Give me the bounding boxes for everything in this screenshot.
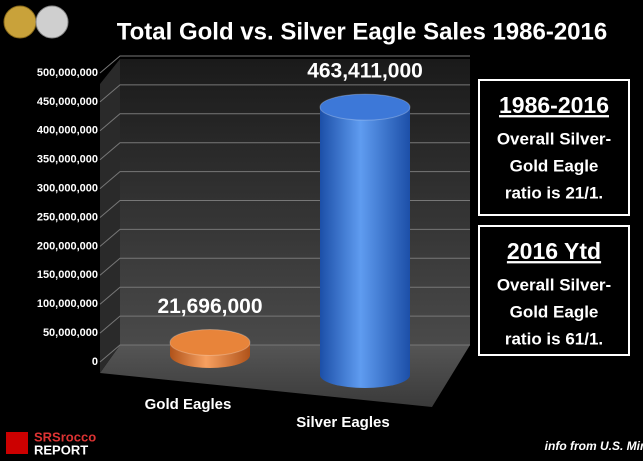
logo-text: REPORT [34, 442, 88, 457]
y-tick-label: 350,000,000 [37, 154, 98, 166]
annotation-title: 2016 Ytd [507, 238, 601, 264]
annotation-line: Gold Eagle [510, 302, 599, 321]
logo: SRSrocco REPORT [6, 429, 96, 457]
annotation-box [478, 225, 630, 356]
annotation-line: ratio is 21/1. [505, 183, 603, 202]
source-note: info from U.S. Mint [545, 439, 643, 453]
bar-body [320, 107, 410, 389]
annotation-line: Overall Silver- [497, 275, 611, 294]
y-tick-label: 450,000,000 [37, 96, 98, 108]
y-tick-label: 250,000,000 [37, 211, 98, 223]
bar-top [319, 93, 411, 121]
x-tick-label: Silver Eagles [296, 414, 389, 431]
y-tick-label: 0 [92, 356, 98, 368]
y-tick-label: 300,000,000 [37, 183, 98, 195]
y-tick-label: 150,000,000 [37, 269, 98, 281]
grid-line [99, 84, 470, 103]
annotation-line: Overall Silver- [497, 129, 611, 148]
x-tick-label: Gold Eagles [145, 396, 232, 413]
value-label: 21,696,000 [157, 295, 262, 318]
annotation-line: ratio is 61/1. [505, 329, 603, 348]
value-label: 463,411,000 [307, 60, 423, 83]
logo-icon [6, 432, 28, 454]
logo-text: SRSrocco [34, 429, 96, 444]
bar-top [169, 328, 251, 356]
y-tick-label: 200,000,000 [37, 240, 98, 252]
coins-icon [3, 5, 69, 39]
y-tick-label: 400,000,000 [37, 125, 98, 137]
grid-line [99, 55, 470, 74]
y-tick-label: 50,000,000 [43, 327, 98, 339]
annotation-title: 1986-2016 [499, 92, 609, 118]
side-wall [100, 59, 120, 373]
chart-title: Total Gold vs. Silver Eagle Sales 1986-2… [117, 18, 607, 45]
y-tick-label: 100,000,000 [37, 298, 98, 310]
y-tick-label: 500,000,000 [37, 67, 98, 79]
annotation-line: Gold Eagle [510, 156, 599, 175]
annotation-box [478, 79, 630, 216]
